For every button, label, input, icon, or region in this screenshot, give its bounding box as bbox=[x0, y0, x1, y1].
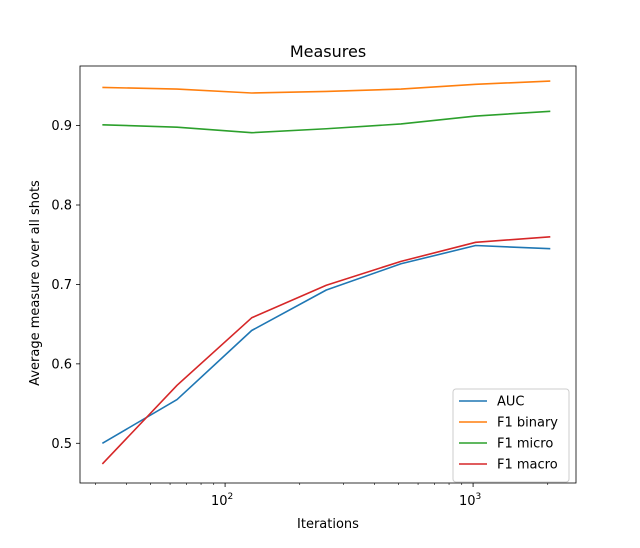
y-tick-label: 0.6 bbox=[51, 357, 72, 372]
x-axis-label: Iterations bbox=[297, 517, 359, 532]
legend-label: AUC bbox=[497, 395, 525, 410]
y-tick-label: 0.8 bbox=[51, 199, 72, 214]
legend-label: F1 macro bbox=[497, 458, 558, 473]
y-axis-label: Average measure over all shots bbox=[28, 180, 43, 386]
legend: AUC F1 binary F1 micro F1 macro bbox=[453, 389, 569, 482]
y-tick-label: 0.5 bbox=[51, 437, 72, 452]
legend-label: F1 micro bbox=[497, 437, 553, 452]
chart-title: Measures bbox=[290, 42, 366, 61]
y-tick-label: 0.9 bbox=[51, 119, 72, 134]
y-tick-label: 0.7 bbox=[51, 278, 72, 293]
legend-label: F1 binary bbox=[497, 416, 558, 431]
